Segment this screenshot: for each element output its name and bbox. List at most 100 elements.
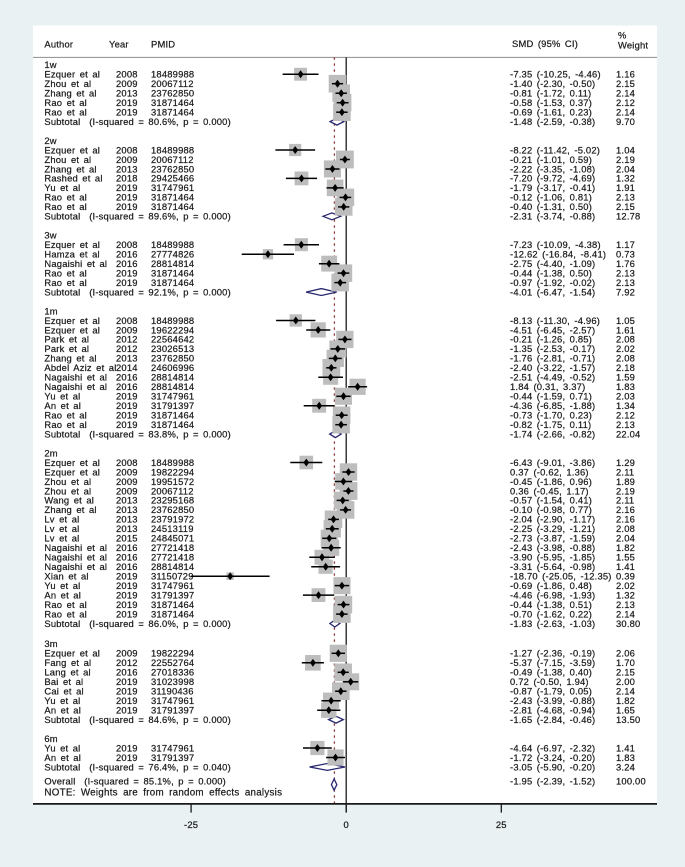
svg-text:31871464: 31871464: [151, 201, 194, 212]
svg-text:Rashed et al: Rashed et al: [44, 173, 102, 184]
svg-text:-0.97 (-1.92, -0.02): -0.97 (-1.92, -0.02): [510, 277, 595, 288]
svg-text:2.08: 2.08: [616, 334, 635, 345]
svg-text:0.36 (-0.45, 1.17): 0.36 (-0.45, 1.17): [510, 485, 589, 496]
svg-text:2008: 2008: [116, 144, 138, 155]
svg-text:-2.73 (-3.87, -1.59): -2.73 (-3.87, -1.59): [510, 533, 595, 544]
svg-text:20067112: 20067112: [151, 78, 194, 89]
svg-text:2016: 2016: [116, 372, 138, 383]
svg-text:1.70: 1.70: [616, 657, 635, 668]
svg-text:2009: 2009: [116, 154, 138, 165]
svg-text:1.05: 1.05: [616, 315, 635, 326]
svg-text:31871464: 31871464: [151, 608, 194, 619]
svg-text:2019: 2019: [116, 676, 138, 687]
svg-text:Ezquer et al: Ezquer et al: [44, 457, 100, 468]
svg-text:13.50: 13.50: [616, 714, 640, 725]
svg-text:2019: 2019: [116, 107, 138, 118]
svg-text:Rao et al: Rao et al: [44, 277, 87, 288]
svg-text:1.41: 1.41: [616, 561, 635, 572]
svg-text:2019: 2019: [116, 608, 138, 619]
svg-text:Subtotal (I-squared = 83.8%,: Subtotal (I-squared = 83.8%, p = 0.000): [44, 428, 231, 439]
svg-text:2.08: 2.08: [616, 523, 635, 534]
svg-text:Lv et al: Lv et al: [44, 514, 79, 525]
svg-text:-1.35 (-2.53, -0.17): -1.35 (-2.53, -0.17): [510, 343, 595, 354]
svg-text:18489988: 18489988: [151, 69, 194, 80]
svg-text:2.12: 2.12: [616, 97, 635, 108]
svg-text:2019: 2019: [116, 419, 138, 430]
svg-text:-4.36 (-6.85, -1.88): -4.36 (-6.85, -1.88): [510, 400, 595, 411]
svg-text:2.04: 2.04: [616, 163, 635, 174]
svg-text:Zhang et al: Zhang et al: [44, 163, 96, 174]
svg-text:18489988: 18489988: [151, 457, 194, 468]
svg-text:-0.82 (-1.75, 0.11): -0.82 (-1.75, 0.11): [510, 419, 591, 430]
svg-text:25: 25: [496, 819, 507, 830]
svg-text:31791397: 31791397: [151, 705, 194, 716]
svg-text:-1.40 (-2.30, -0.50): -1.40 (-2.30, -0.50): [510, 78, 595, 89]
svg-text:2.04: 2.04: [616, 533, 635, 544]
svg-text:0.73: 0.73: [616, 249, 635, 260]
svg-text:2.13: 2.13: [616, 277, 635, 288]
svg-text:3.24: 3.24: [616, 761, 635, 772]
svg-text:2.11: 2.11: [616, 495, 634, 506]
svg-text:1w: 1w: [44, 59, 56, 70]
svg-text:-4.01 (-6.47, -1.54): -4.01 (-6.47, -1.54): [510, 286, 595, 297]
svg-text:Rao et al: Rao et al: [44, 599, 87, 610]
svg-text:1.04: 1.04: [616, 144, 635, 155]
svg-text:23762850: 23762850: [151, 163, 194, 174]
svg-text:Lang et al: Lang et al: [44, 667, 90, 678]
svg-text:1.82: 1.82: [616, 542, 635, 553]
svg-text:2.08: 2.08: [616, 353, 635, 364]
svg-text:Ezquer et al: Ezquer et al: [44, 466, 100, 477]
svg-text:2016: 2016: [116, 561, 138, 572]
svg-text:31871464: 31871464: [151, 192, 194, 203]
svg-text:1.89: 1.89: [616, 476, 635, 487]
svg-text:2013: 2013: [116, 514, 138, 525]
svg-text:-0.21 (-1.26, 0.85): -0.21 (-1.26, 0.85): [510, 334, 592, 345]
svg-text:23791972: 23791972: [151, 514, 194, 525]
svg-text:Rao et al: Rao et al: [44, 419, 87, 430]
svg-text:2013: 2013: [116, 88, 138, 99]
svg-text:1.34: 1.34: [616, 400, 635, 411]
svg-text:23762850: 23762850: [151, 353, 194, 364]
svg-text:Park et al: Park et al: [44, 343, 89, 354]
svg-text:Ezquer et al: Ezquer et al: [44, 144, 100, 155]
svg-text:2019: 2019: [116, 410, 138, 421]
svg-text:2.13: 2.13: [616, 267, 635, 278]
svg-text:1.32: 1.32: [616, 589, 635, 600]
svg-text:Year: Year: [109, 39, 129, 50]
svg-text:-4.51 (-6.45, -2.57): -4.51 (-6.45, -2.57): [510, 324, 595, 335]
svg-text:-1.72 (-3.24, -0.20): -1.72 (-3.24, -0.20): [510, 752, 595, 763]
svg-text:2019: 2019: [116, 742, 138, 753]
svg-text:-12.62 (-16.84, -8.41): -12.62 (-16.84, -8.41): [510, 249, 606, 260]
svg-text:Weight: Weight: [618, 39, 648, 50]
svg-text:Lv et al: Lv et al: [44, 523, 79, 534]
svg-text:2019: 2019: [116, 589, 138, 600]
svg-text:18489988: 18489988: [151, 315, 194, 326]
svg-text:2008: 2008: [116, 457, 138, 468]
svg-text:Park et al: Park et al: [44, 334, 89, 345]
svg-text:2019: 2019: [116, 182, 138, 193]
svg-text:2019: 2019: [116, 277, 138, 288]
svg-text:Bai et al: Bai et al: [44, 676, 83, 687]
svg-text:Hamza et al: Hamza et al: [44, 249, 99, 260]
svg-text:-0.87 (-1.79, 0.05): -0.87 (-1.79, 0.05): [510, 686, 592, 697]
svg-text:24606996: 24606996: [151, 362, 194, 373]
svg-text:2.14: 2.14: [616, 608, 635, 619]
svg-text:Abdel Aziz et al: Abdel Aziz et al: [44, 362, 116, 373]
svg-text:-0.44 (-1.38, 0.51): -0.44 (-1.38, 0.51): [510, 599, 592, 610]
svg-text:1.61: 1.61: [616, 324, 635, 335]
svg-text:2019: 2019: [116, 705, 138, 716]
svg-text:0: 0: [343, 819, 348, 830]
svg-text:2.13: 2.13: [616, 192, 635, 203]
svg-text:2008: 2008: [116, 239, 138, 250]
svg-text:-0.58 (-1.53, 0.37): -0.58 (-1.53, 0.37): [510, 97, 592, 108]
svg-text:2m: 2m: [44, 447, 57, 458]
svg-text:Yu et al: Yu et al: [44, 695, 80, 706]
svg-text:An et al: An et al: [44, 705, 81, 716]
svg-text:-0.44 (-1.59, 0.71): -0.44 (-1.59, 0.71): [510, 391, 592, 402]
svg-text:Zhang et al: Zhang et al: [44, 88, 96, 99]
svg-text:23762850: 23762850: [151, 504, 194, 515]
svg-text:19822294: 19822294: [151, 648, 194, 659]
svg-text:2.11: 2.11: [616, 466, 634, 477]
svg-text:0.37 (-0.62, 1.36): 0.37 (-0.62, 1.36): [510, 466, 589, 477]
svg-text:Lv et al: Lv et al: [44, 533, 79, 544]
